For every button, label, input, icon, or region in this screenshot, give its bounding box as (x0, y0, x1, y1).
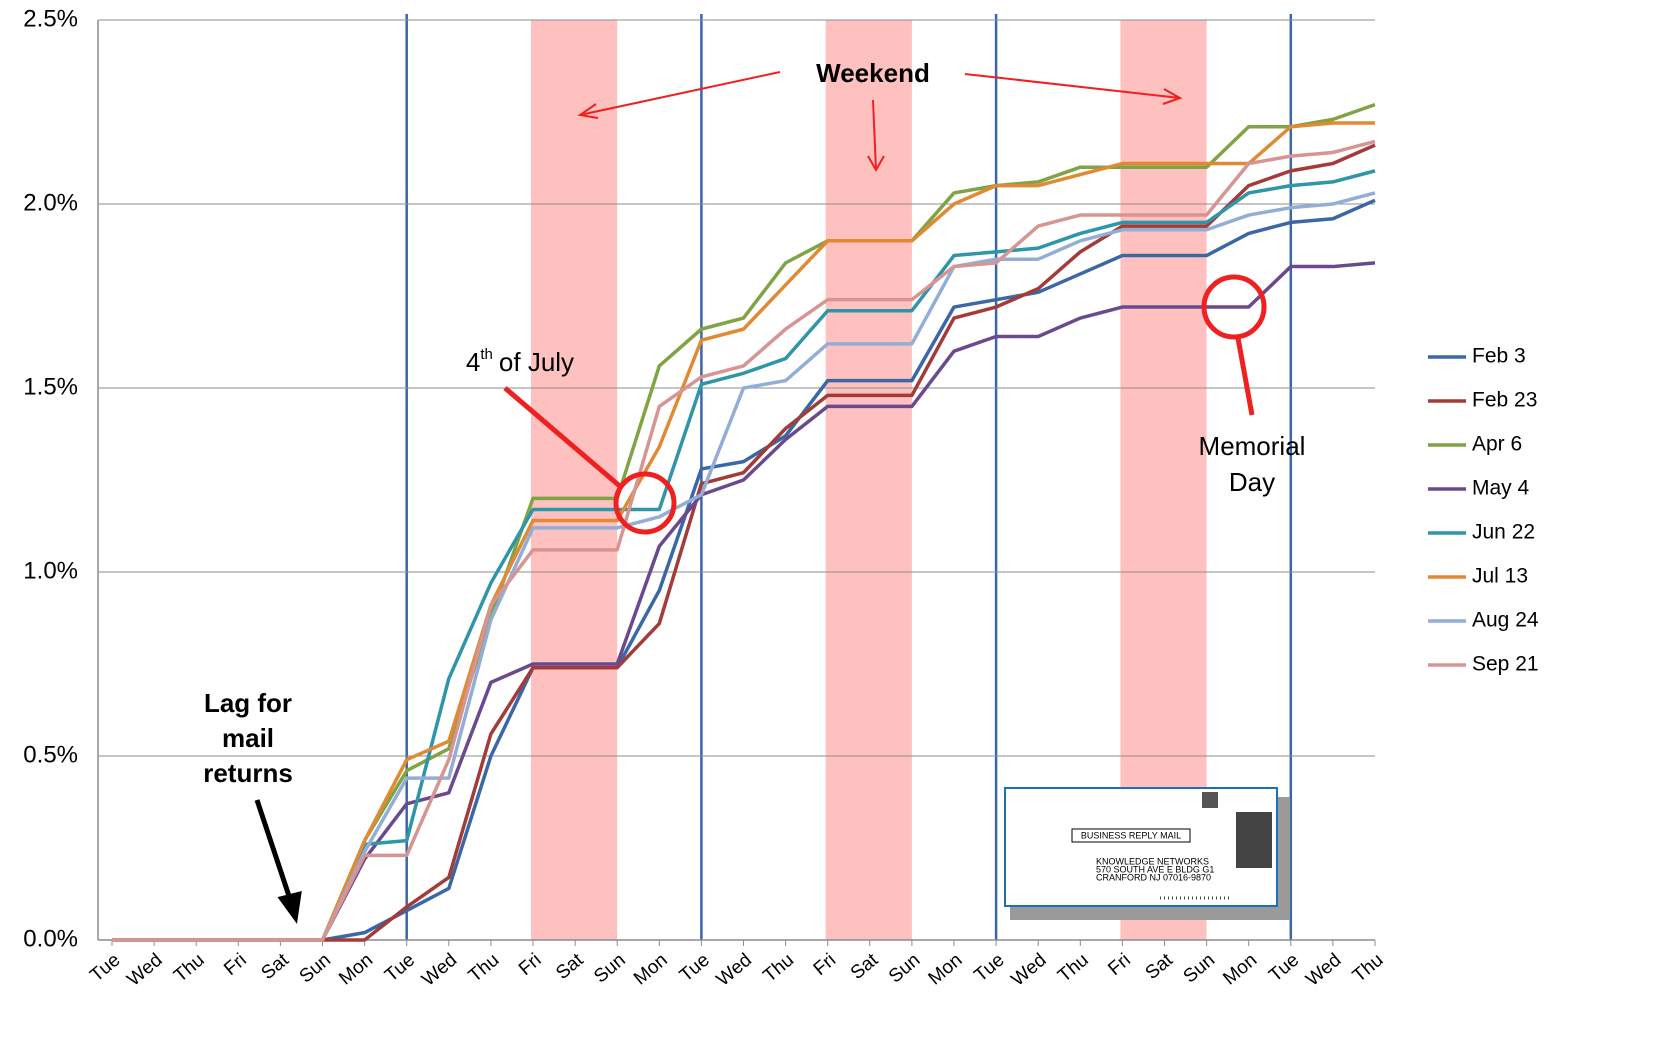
annotation-part: 4 (466, 347, 480, 377)
x-tick-label: Fri (220, 950, 250, 980)
legend-label: May 4 (1472, 477, 1530, 500)
annotation: 4th of July (466, 346, 574, 377)
chart: 0.0%0.5%1.0%1.5%2.0%2.5%TueWedThuFriSatS… (0, 0, 1654, 1058)
x-tick-label: Mon (630, 950, 672, 990)
legend-label: Jun 22 (1472, 521, 1535, 544)
legend-label: Sep 21 (1472, 653, 1539, 676)
annotation: Lag for (204, 688, 292, 718)
x-tick-label: Sat (1142, 949, 1178, 984)
x-tick-label: Thu (170, 950, 209, 987)
legend-label: Jul 13 (1472, 565, 1528, 588)
x-tick-label: Fri (515, 950, 545, 980)
x-tick-label: Sat (257, 949, 293, 984)
x-tick-label: Wed (418, 950, 461, 991)
x-tick-label: Mon (335, 950, 377, 990)
y-tick-label: 2.5% (23, 5, 78, 32)
highlight-circle (616, 474, 674, 532)
envelope-image: BUSINESS REPLY MAIL KNOWLEDGE NETWORKS 5… (1005, 788, 1290, 920)
x-tick-label: Thu (1054, 950, 1093, 987)
annotation: Memorial (1199, 431, 1306, 461)
annotation: mail (222, 723, 274, 753)
postal-mark (1202, 792, 1218, 808)
x-tick-label: Wed (123, 950, 166, 991)
x-tick-label: Sun (296, 950, 335, 988)
annotation: Weekend (816, 58, 930, 88)
y-tick-label: 0.5% (23, 741, 78, 768)
x-tick-label: Fri (810, 950, 840, 980)
x-tick-label: Tue (970, 950, 1008, 987)
y-tick-label: 2.0% (23, 189, 78, 216)
x-tick-label: Mon (1219, 950, 1261, 990)
x-tick-label: Fri (1104, 950, 1134, 980)
weekend-band (531, 20, 617, 940)
y-tick-label: 1.5% (23, 373, 78, 400)
x-tick-label: Thu (759, 950, 798, 987)
postal-bars (1236, 812, 1272, 868)
x-tick-label: Thu (465, 950, 504, 987)
legend-label: Apr 6 (1472, 433, 1522, 456)
legend-label: Feb 3 (1472, 345, 1526, 368)
annotation: Day (1229, 467, 1275, 497)
x-tick-label: Sat (847, 949, 883, 984)
y-tick-label: 0.0% (23, 925, 78, 952)
x-tick-label: Tue (86, 950, 124, 987)
x-tick-label: Tue (381, 950, 419, 987)
annotation: returns (203, 758, 293, 788)
pointer (1238, 338, 1252, 415)
envelope-text: CRANFORD NJ 07016-9870 (1096, 872, 1211, 882)
x-tick-label: Sat (552, 949, 588, 984)
x-tick-label: Sun (885, 950, 924, 988)
arrow-head (280, 893, 300, 920)
x-tick-label: Sun (1180, 950, 1219, 988)
y-tick-label: 1.0% (23, 557, 78, 584)
x-tick-label: Mon (925, 950, 967, 990)
pointer (257, 800, 292, 905)
x-tick-label: Wed (1007, 950, 1050, 991)
legend-label: Aug 24 (1472, 609, 1539, 632)
envelope-text: BUSINESS REPLY MAIL (1081, 830, 1181, 840)
x-tick-label: Sun (590, 950, 629, 988)
x-tick-label: Wed (713, 950, 756, 991)
x-tick-label: Tue (676, 950, 714, 987)
legend-label: Feb 23 (1472, 389, 1537, 412)
annotation-sup: th (480, 346, 493, 363)
page: {"chart_data": { "type": "line", "catego… (0, 0, 1654, 1058)
x-tick-label: Tue (1265, 950, 1303, 987)
x-tick-label: Wed (1302, 950, 1345, 991)
annotation-part: of July (499, 347, 574, 377)
x-tick-label: Thu (1349, 950, 1388, 987)
